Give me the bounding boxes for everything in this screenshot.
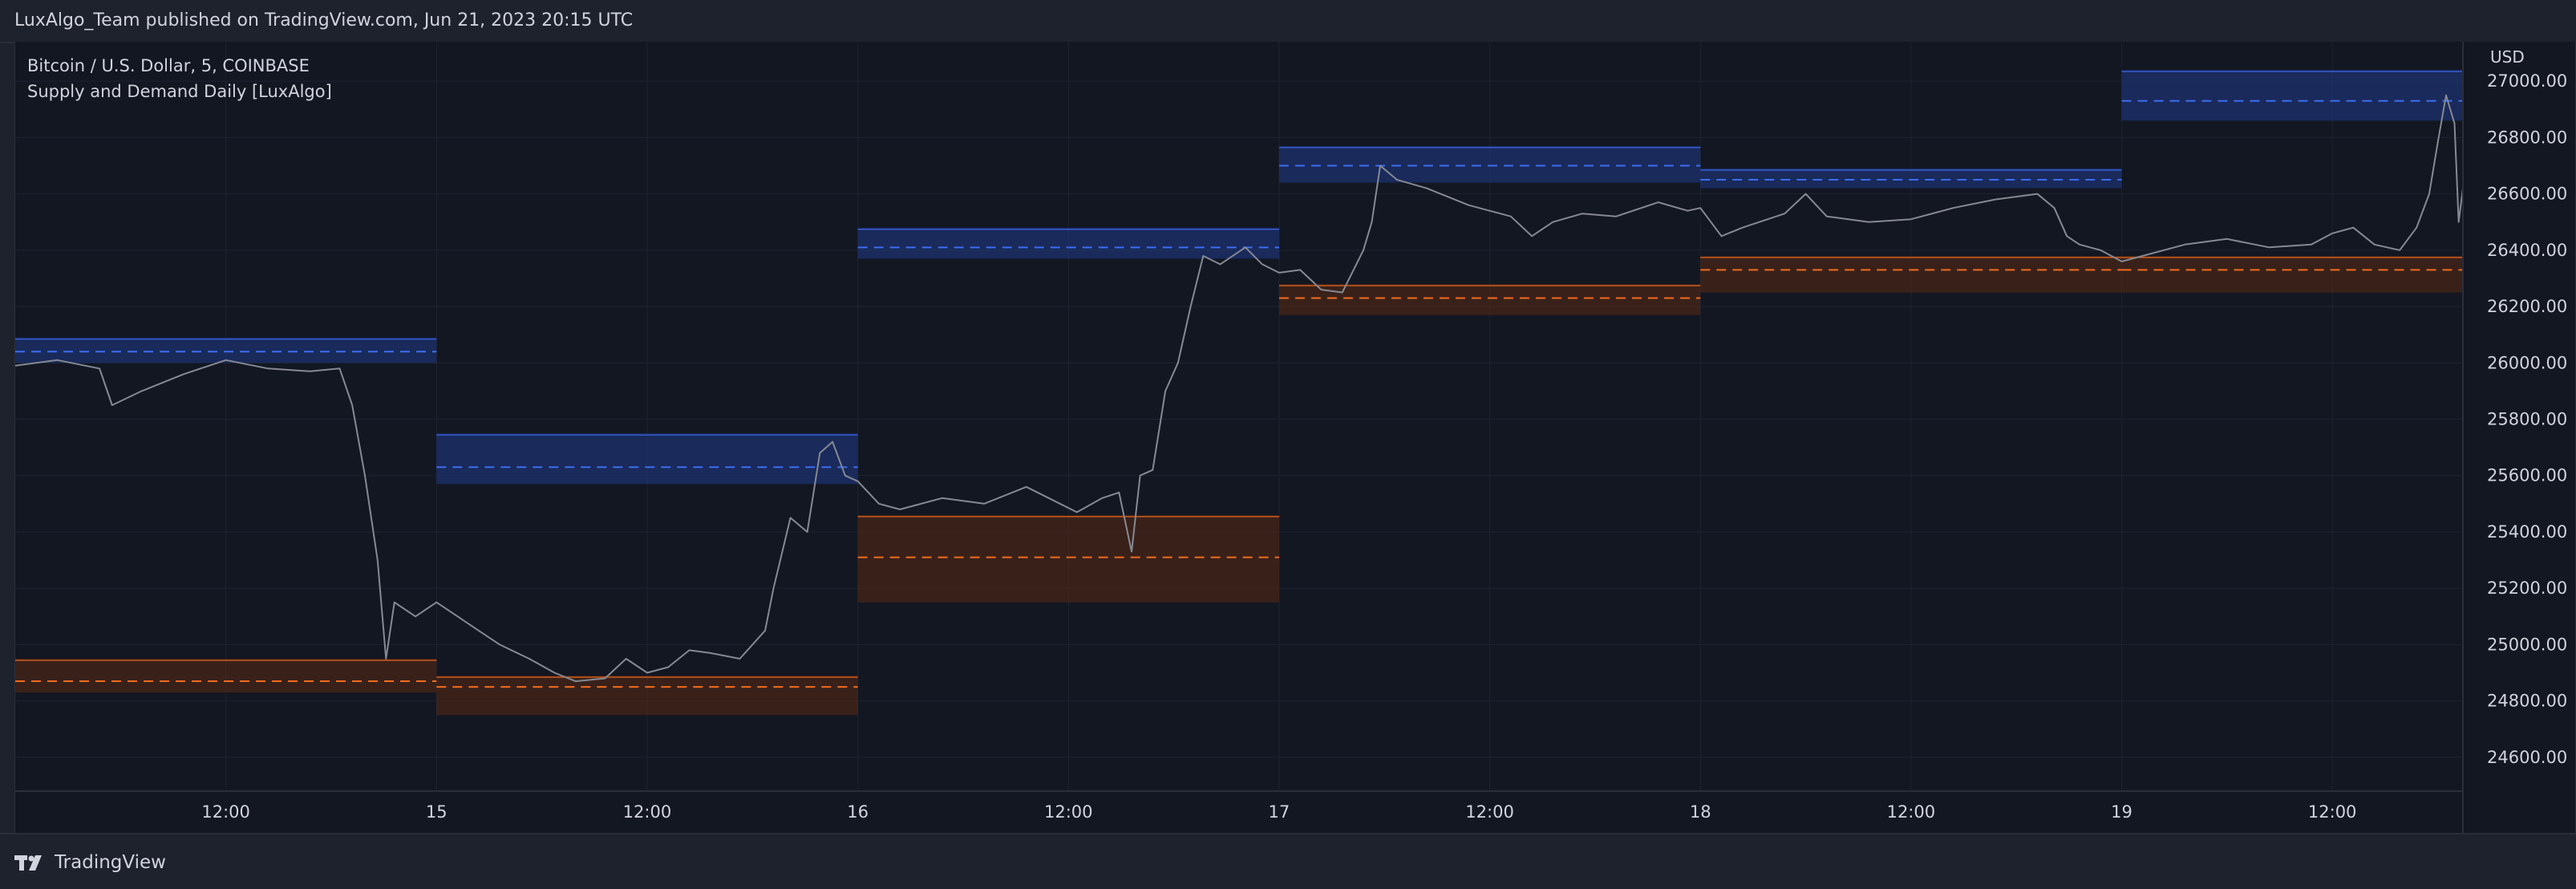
y-tick-label: 26400.00 xyxy=(2487,241,2567,260)
y-tick-label: 26600.00 xyxy=(2487,185,2567,204)
x-tick-label: 17 xyxy=(1269,802,1290,822)
demand-zone xyxy=(1700,255,2122,293)
chart-pane[interactable]: USD 24600.00 24800.00 25000.00 25200.00 25400… xyxy=(14,42,2576,833)
x-tick-label: 12:00 xyxy=(623,802,672,822)
y-tick-label: 25000.00 xyxy=(2487,635,2567,654)
demand-zone xyxy=(2121,255,2463,293)
y-tick-label: 26200.00 xyxy=(2487,297,2567,316)
demand-zone xyxy=(857,514,1279,603)
y-tick-label: 25200.00 xyxy=(2487,578,2567,598)
brand-label: TradingView xyxy=(55,852,166,873)
y-tick-label: 24800.00 xyxy=(2487,692,2567,711)
indicator-legend[interactable]: Supply and Demand Daily [LuxAlgo] xyxy=(27,82,332,101)
tradingview-logo-icon xyxy=(14,855,42,871)
currency-label[interactable]: USD xyxy=(2490,47,2525,67)
y-tick-label: 25600.00 xyxy=(2487,466,2567,485)
y-tick-label: 25400.00 xyxy=(2487,522,2567,542)
y-tick-label: 26800.00 xyxy=(2487,128,2567,147)
y-tick-label: 26000.00 xyxy=(2487,353,2567,372)
supply-zone xyxy=(1700,168,2122,189)
y-tick-label: 25800.00 xyxy=(2487,410,2567,429)
x-tick-label: 12:00 xyxy=(2308,802,2357,822)
supply-zone xyxy=(436,433,858,485)
published-info: LuxAlgo_Team published on TradingView.co… xyxy=(14,10,634,30)
supply-zone xyxy=(2121,70,2463,121)
x-tick-label: 16 xyxy=(847,802,869,822)
y-tick-label: 27000.00 xyxy=(2487,71,2567,91)
bottom-bar: TradingView xyxy=(0,833,2576,889)
price-chart[interactable]: USD 24600.00 24800.00 25000.00 25200.00 25400… xyxy=(15,42,2575,833)
x-tick-label: 19 xyxy=(2111,802,2132,822)
x-tick-label: 15 xyxy=(426,802,448,822)
supply-zone xyxy=(857,227,1279,259)
supply-zone xyxy=(1278,145,1701,183)
x-tick-label: 12:00 xyxy=(201,802,250,822)
price-line xyxy=(15,94,2464,683)
x-tick-label: 12:00 xyxy=(1044,802,1093,822)
tradingview-brand[interactable]: TradingView xyxy=(14,851,166,874)
x-tick-label: 12:00 xyxy=(1887,802,1936,822)
supply-zone xyxy=(15,337,437,363)
demand-zone xyxy=(436,676,858,716)
demand-zone xyxy=(1278,283,1701,315)
top-bar: LuxAlgo_Team published on TradingView.co… xyxy=(0,0,2576,43)
y-tick-label: 24600.00 xyxy=(2487,748,2567,767)
x-tick-label: 18 xyxy=(1690,802,1711,822)
symbol-legend[interactable]: Bitcoin / U.S. Dollar, 5, COINBASE xyxy=(27,56,310,75)
x-tick-label: 12:00 xyxy=(1465,802,1514,822)
chart-legend: Bitcoin / U.S. Dollar, 5, COINBASE Suppl… xyxy=(27,53,332,104)
demand-zone xyxy=(15,658,437,693)
